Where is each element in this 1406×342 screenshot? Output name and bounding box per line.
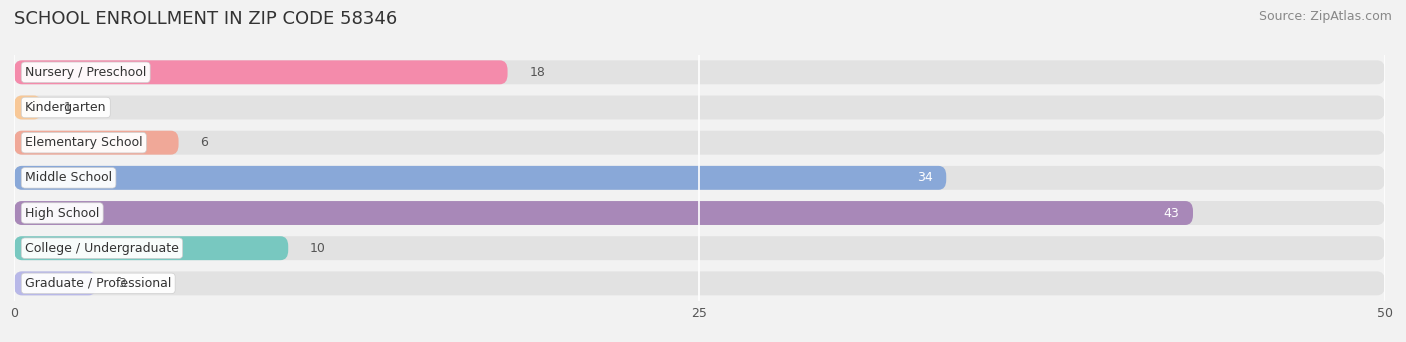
FancyBboxPatch shape <box>14 60 1385 84</box>
Text: 3: 3 <box>118 277 127 290</box>
Text: 18: 18 <box>530 66 546 79</box>
Text: Graduate / Professional: Graduate / Professional <box>25 277 172 290</box>
Text: 10: 10 <box>311 242 326 255</box>
FancyBboxPatch shape <box>14 95 42 119</box>
FancyBboxPatch shape <box>14 131 179 155</box>
Text: Kindergarten: Kindergarten <box>25 101 107 114</box>
FancyBboxPatch shape <box>14 272 1385 295</box>
FancyBboxPatch shape <box>14 95 1385 119</box>
Text: College / Undergraduate: College / Undergraduate <box>25 242 179 255</box>
Text: High School: High School <box>25 207 100 220</box>
Text: Middle School: Middle School <box>25 171 112 184</box>
Text: 1: 1 <box>63 101 72 114</box>
Text: SCHOOL ENROLLMENT IN ZIP CODE 58346: SCHOOL ENROLLMENT IN ZIP CODE 58346 <box>14 10 398 28</box>
Text: 6: 6 <box>201 136 208 149</box>
Text: Nursery / Preschool: Nursery / Preschool <box>25 66 146 79</box>
Text: Elementary School: Elementary School <box>25 136 142 149</box>
Text: 34: 34 <box>917 171 932 184</box>
FancyBboxPatch shape <box>14 236 1385 260</box>
FancyBboxPatch shape <box>14 60 508 84</box>
FancyBboxPatch shape <box>14 166 946 190</box>
FancyBboxPatch shape <box>14 166 1385 190</box>
FancyBboxPatch shape <box>14 201 1385 225</box>
Text: Source: ZipAtlas.com: Source: ZipAtlas.com <box>1258 10 1392 23</box>
FancyBboxPatch shape <box>14 131 1385 155</box>
FancyBboxPatch shape <box>14 201 1192 225</box>
FancyBboxPatch shape <box>14 272 96 295</box>
FancyBboxPatch shape <box>14 236 288 260</box>
Text: 43: 43 <box>1164 207 1180 220</box>
